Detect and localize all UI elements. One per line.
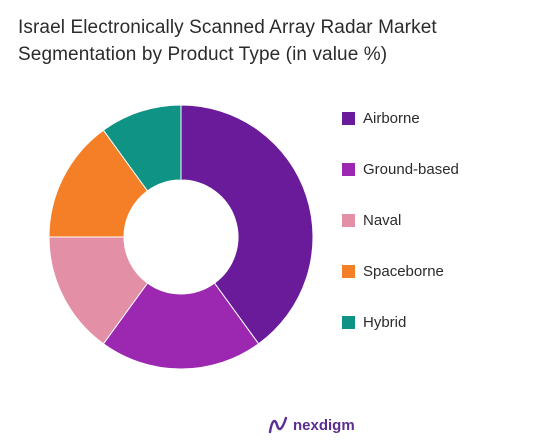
chart-title-line-1: Israel Electronically Scanned Array Rada… [18,17,437,38]
nexdigm-logo-icon [268,416,288,434]
chart-title: Israel Electronically Scanned Array Rada… [18,14,538,68]
nexdigm-logo-text: nexdigm [293,416,355,434]
chart-title-line-2: Segmentation by Product Type (in value %… [18,44,388,65]
legend-swatch [342,213,355,227]
legend-swatch [342,162,355,176]
legend-label: Naval [363,211,402,229]
legend-label: Hybrid [363,313,407,331]
legend-item-ground-based: Ground-based [342,159,459,179]
legend-item-spaceborne: Spaceborne [342,261,444,281]
legend-swatch [342,315,355,329]
legend-swatch [342,111,355,125]
slice-hybrid [102,104,182,192]
legend-label: Ground-based [363,160,459,178]
slice-airborne [180,104,314,345]
nexdigm-logo: nexdigm [268,416,355,434]
legend-item-naval: Naval [342,210,401,230]
legend-item-airborne: Airborne [342,108,420,128]
legend-item-hybrid: Hybrid [342,312,406,332]
legend-swatch [342,264,355,278]
legend-label: Airborne [363,109,420,127]
legend-label: Spaceborne [363,262,444,280]
slice-ground-based [102,282,260,370]
